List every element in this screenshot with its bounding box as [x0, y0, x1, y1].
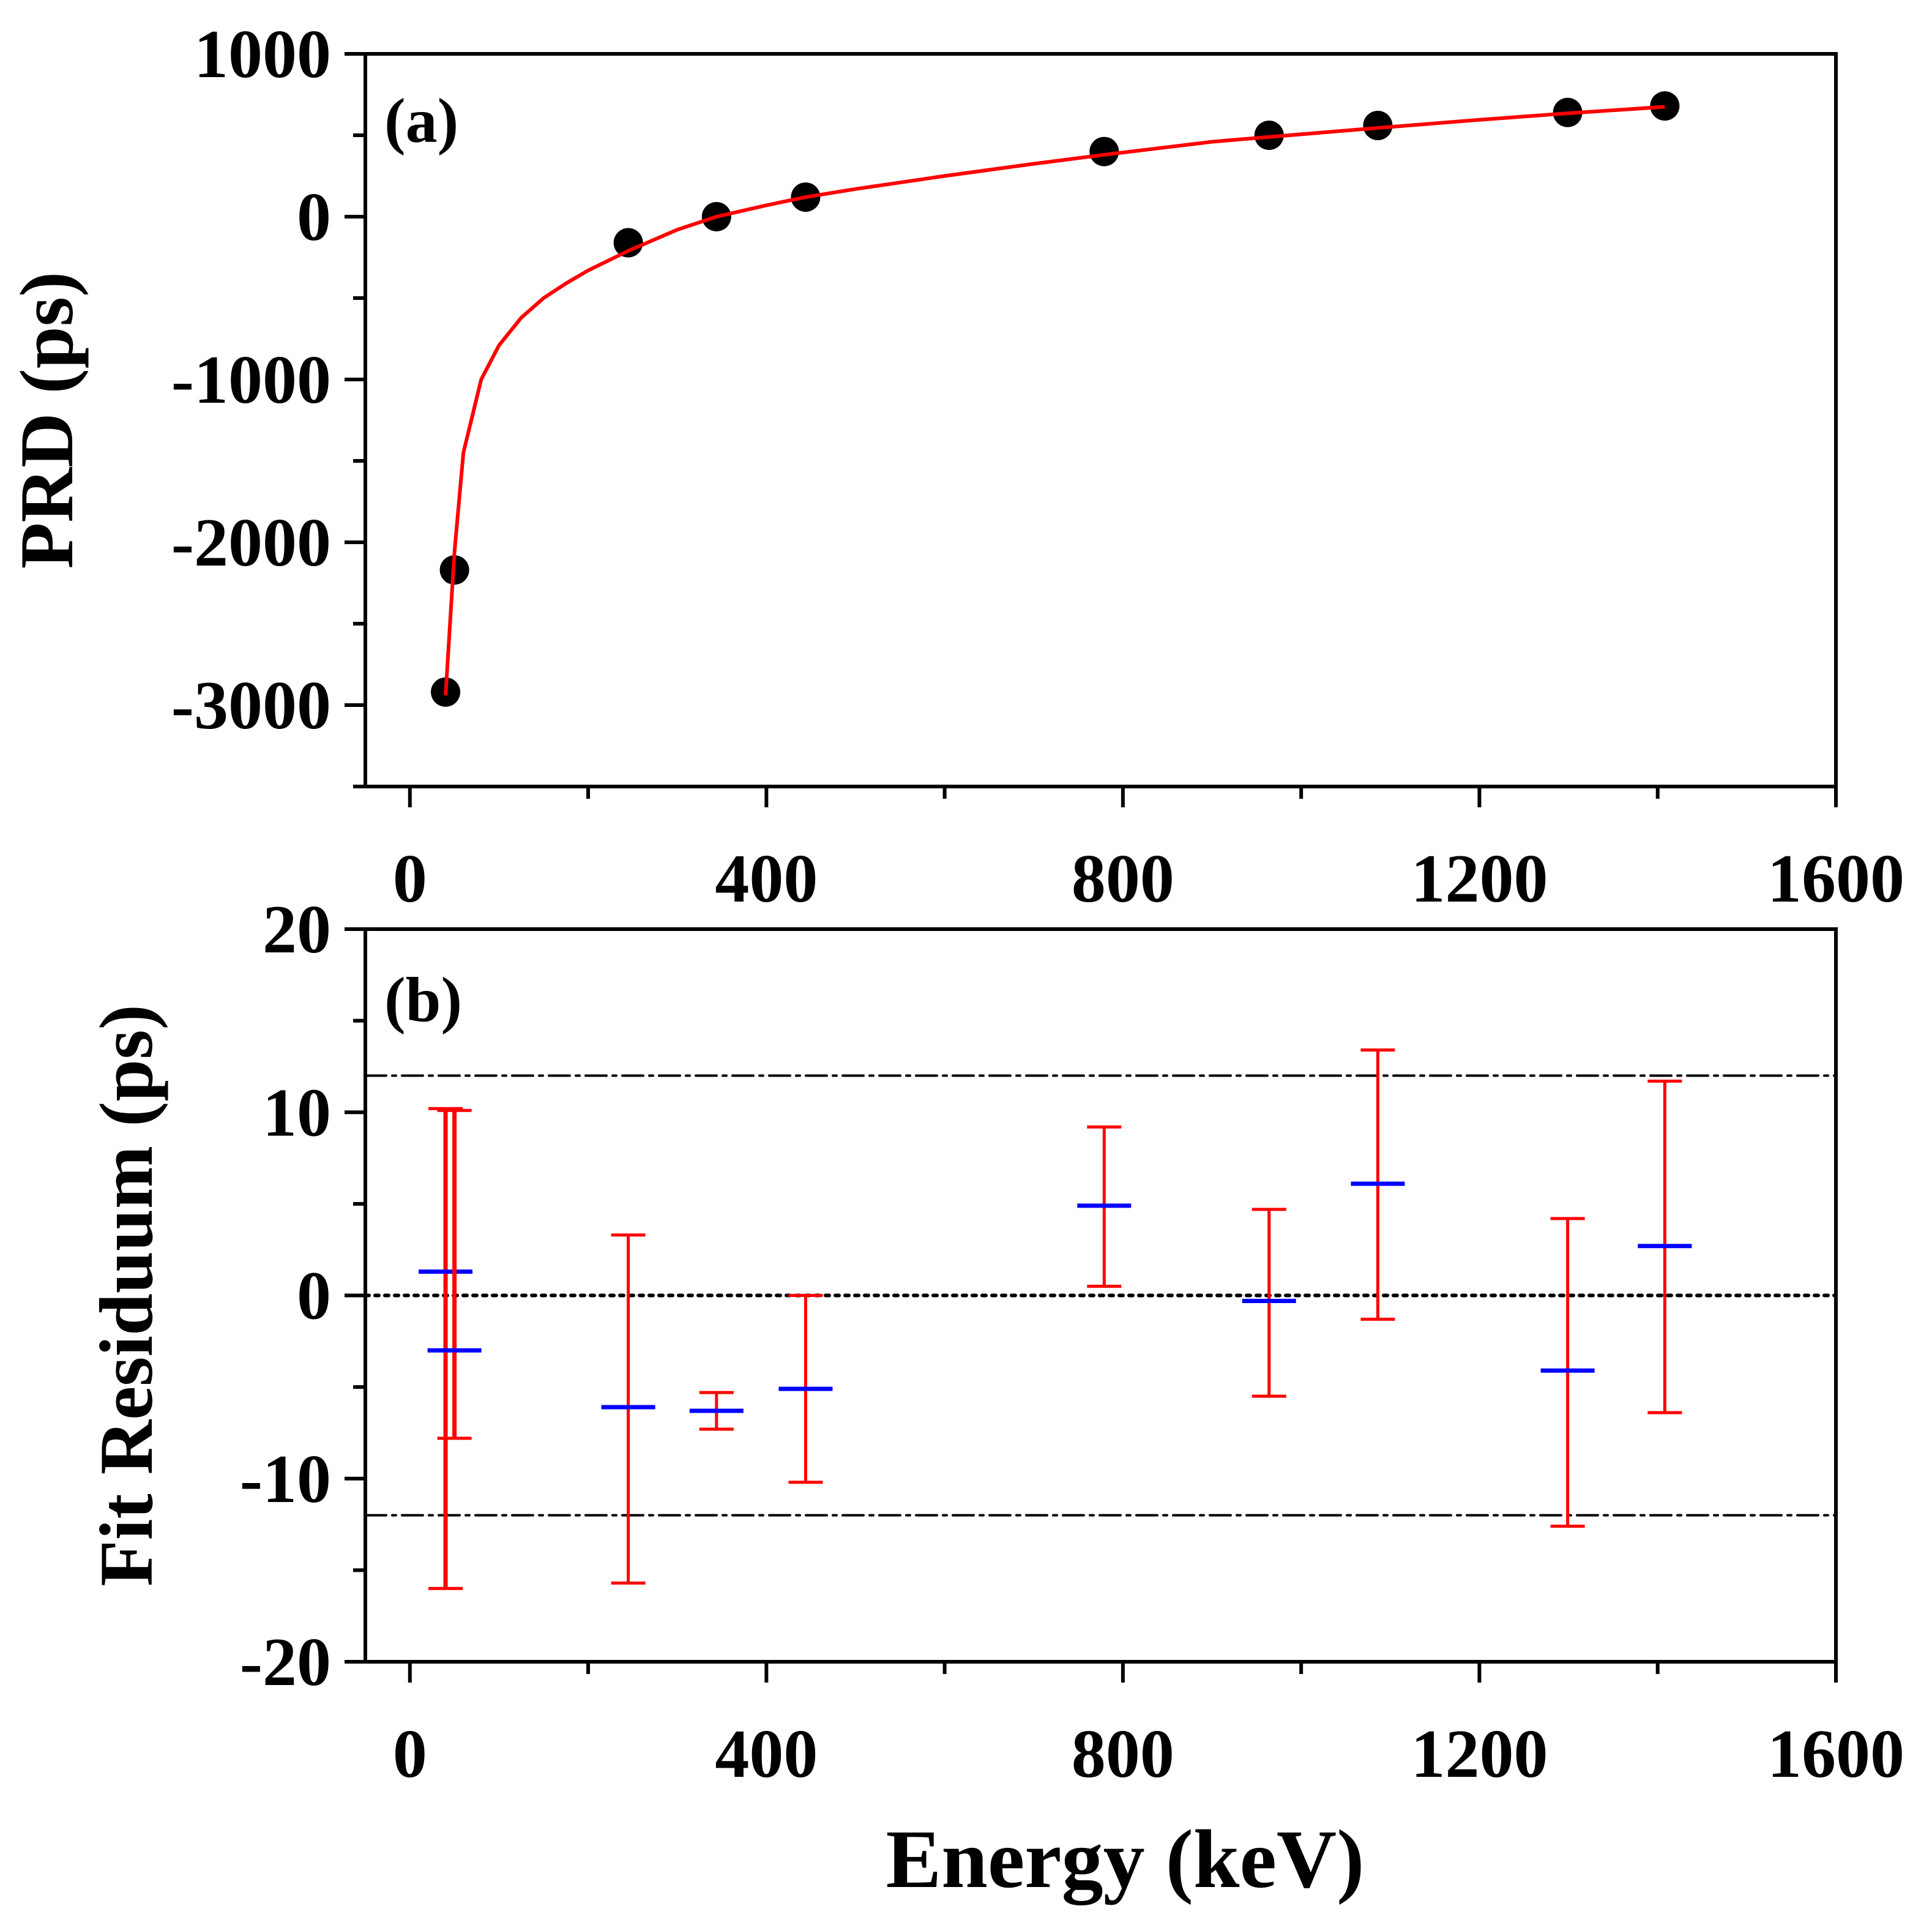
plot-frame	[364, 52, 1838, 788]
x-tick-label: 1200	[1411, 1716, 1548, 1792]
y-axis-label: Fit Residuum (ps)	[84, 1004, 168, 1586]
x-tick-label: 1600	[1767, 841, 1904, 917]
panel-a-label: (a)	[384, 86, 458, 156]
panel-a: 0 400 800 1200 1600 1000 0 -1000 -2000 -3000 PRD (…	[5, 17, 1904, 917]
x-tick-label: 400	[715, 841, 818, 917]
x-tick-label: 0	[393, 1716, 427, 1792]
y-tick-label: -20	[240, 1624, 331, 1700]
x-tick-label: 1600	[1767, 1716, 1904, 1792]
x-tick-label: 800	[1072, 841, 1174, 917]
y-tick-label: 10	[263, 1075, 331, 1151]
x-tick-label: 400	[715, 1716, 818, 1792]
y-tick-label: 1000	[194, 17, 331, 92]
y-tick-label: 20	[263, 892, 331, 968]
data-point	[1363, 111, 1393, 141]
data-point	[613, 228, 643, 258]
x-axis-label: Energy (keV)	[886, 1814, 1365, 1905]
y-tick-label: 0	[297, 179, 331, 255]
y-tick-label: -3000	[171, 668, 331, 744]
fit-line	[444, 105, 1665, 696]
y-tick-label: -2000	[171, 505, 331, 581]
y-tick-label: -1000	[171, 342, 331, 418]
x-tick-label: 1200	[1411, 841, 1548, 917]
data-point	[1650, 91, 1680, 121]
data-point	[1089, 136, 1119, 166]
x-tick-label: 800	[1072, 1716, 1174, 1792]
y-tick-label: -10	[240, 1441, 331, 1517]
y-tick-label: 0	[297, 1258, 331, 1334]
y-axis-label: PRD (ps)	[5, 272, 89, 569]
panel-b: 0 400 800 1200 1600 20 10 0 -10 -20 Fit Residuum (…	[84, 892, 1904, 1905]
x-tick-label: 0	[393, 841, 427, 917]
panel-b-label: (b)	[384, 965, 462, 1035]
